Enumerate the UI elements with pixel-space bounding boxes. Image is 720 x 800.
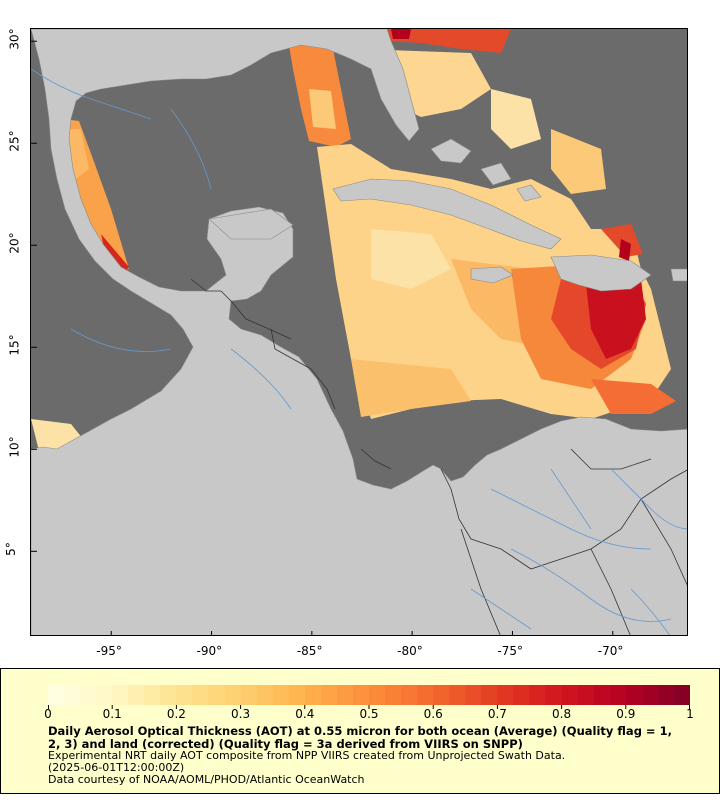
colorbar-ticks xyxy=(48,705,690,709)
lat-tick-label: 10° xyxy=(7,436,22,458)
colorbar-segment xyxy=(352,685,369,705)
legend-title: Daily Aerosol Optical Thickness (AOT) at… xyxy=(48,724,672,751)
colorbar-segment xyxy=(513,685,530,705)
lon-tick-label: -70° xyxy=(597,644,624,658)
lon-tick-label: -90° xyxy=(196,644,223,658)
colorbar-tick-label: 0.2 xyxy=(166,707,186,721)
colorbar-segment xyxy=(384,685,402,705)
colorbar-segment xyxy=(48,685,65,705)
aot-map xyxy=(31,29,687,635)
colorbar-segment xyxy=(208,685,225,705)
colorbar-tick-label: 0.5 xyxy=(359,707,379,721)
colorbar-segment xyxy=(609,685,626,705)
colorbar-segment xyxy=(593,685,610,705)
colorbar-tick-label: 1 xyxy=(686,707,694,721)
colorbar-segment xyxy=(417,685,434,705)
legend-credit: Data courtesy of NOAA/AOML/PHOD/Atlantic… xyxy=(48,773,365,786)
colorbar-segment xyxy=(80,685,97,705)
colorbar-segment xyxy=(673,685,690,705)
map-panel[interactable] xyxy=(30,28,688,636)
colorbar-segment xyxy=(320,685,337,705)
colorbar-tick-label: 0.6 xyxy=(423,707,443,721)
lon-ticks xyxy=(110,631,614,635)
colorbar-tick-label: 0.9 xyxy=(616,707,636,721)
colorbar-tick-label: 0.1 xyxy=(102,707,122,721)
lon-tick-label: -85° xyxy=(296,644,323,658)
colorbar-tick-label: 0.8 xyxy=(552,707,572,721)
colorbar-tick-label: 0.4 xyxy=(295,707,315,721)
colorbar-tick-label: 0.7 xyxy=(487,707,507,721)
colorbar-segment xyxy=(625,685,642,705)
colorbar-tick-label: 0.3 xyxy=(231,707,251,721)
colorbar-segment xyxy=(304,685,321,705)
colorbar-segment xyxy=(112,685,129,705)
river-layer xyxy=(31,68,687,635)
colorbar-segment xyxy=(288,685,305,705)
lat-tick-label: 20° xyxy=(7,232,22,254)
lon-tick-label: -80° xyxy=(397,644,423,658)
colorbar-segment xyxy=(176,685,193,705)
lat-tick-label: 25° xyxy=(7,130,22,152)
colorbar-segment xyxy=(529,685,546,705)
colorbar-segment xyxy=(401,685,418,705)
border-layer xyxy=(190,278,687,635)
legend-date: (2025-06-01T12:00:00Z) xyxy=(48,761,185,774)
legend-panel: 0 0.1 0.2 0.3 0.4 0.5 0.6 0.7 0.8 0.9 1 Daily Aero… xyxy=(0,668,720,794)
colorbar-segment xyxy=(240,685,257,705)
colorbar-segment xyxy=(657,685,674,705)
colorbar-segment xyxy=(449,685,466,705)
colorbar-segment xyxy=(368,685,385,705)
colorbar-tick-label: 0 xyxy=(44,707,52,721)
colorbar-segment xyxy=(64,685,81,705)
colorbar-segment xyxy=(224,685,241,705)
colorbar-segment xyxy=(465,685,482,705)
legend-source-note: Experimental NRT daily AOT composite fro… xyxy=(48,749,566,762)
colorbar-segment xyxy=(497,685,514,705)
lon-tick-label: -75° xyxy=(497,644,524,658)
colorbar-segment xyxy=(160,685,177,705)
lat-tick-label: 15° xyxy=(7,334,22,356)
colorbar xyxy=(48,685,690,705)
colorbar-segment xyxy=(336,685,353,705)
lat-tick-label: 30° xyxy=(7,28,22,50)
lat-tick-label: 5° xyxy=(3,542,18,557)
colorbar-segment xyxy=(128,685,145,705)
lat-ticks xyxy=(31,40,37,552)
colorbar-segment xyxy=(481,685,498,705)
colorbar-segment xyxy=(144,685,161,705)
colorbar-segment xyxy=(192,685,209,705)
colorbar-segment xyxy=(256,685,273,705)
colorbar-segment xyxy=(96,685,113,705)
lon-tick-label: -95° xyxy=(96,644,122,658)
colorbar-segment xyxy=(641,685,658,705)
land-layer xyxy=(31,29,687,635)
colorbar-segment xyxy=(272,685,289,705)
colorbar-segment xyxy=(577,685,594,705)
colorbar-segment xyxy=(545,685,562,705)
colorbar-segment xyxy=(561,685,578,705)
colorbar-segment xyxy=(433,685,450,705)
